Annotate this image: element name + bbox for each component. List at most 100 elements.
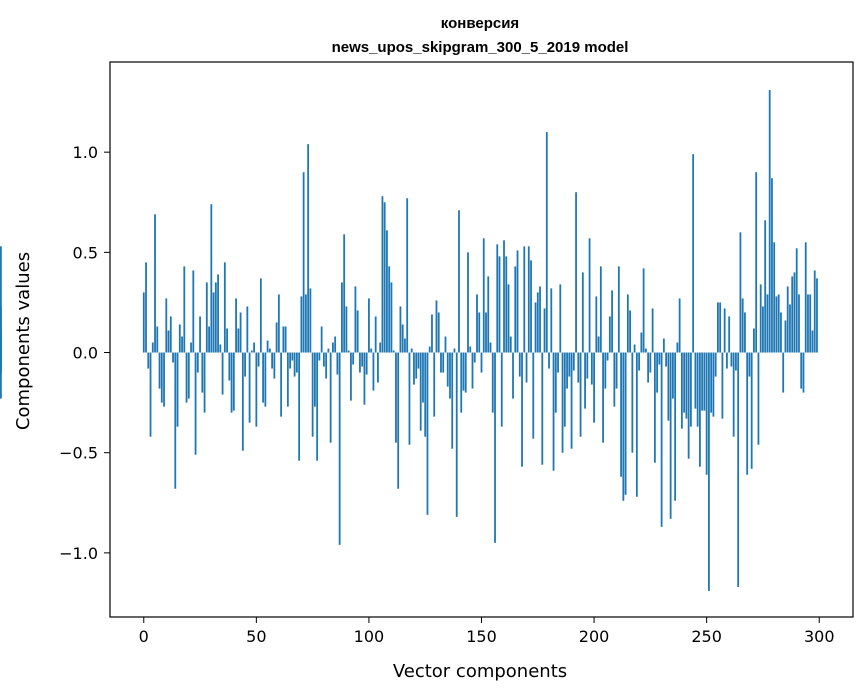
bar-85 — [334, 336, 337, 353]
bar-239 — [680, 352, 683, 429]
bar-14 — [174, 352, 177, 489]
bar-23 — [194, 352, 197, 455]
bar-261 — [730, 352, 733, 367]
bar-43 — [239, 312, 242, 353]
bar-16 — [178, 324, 181, 353]
bar-270 — [750, 352, 753, 469]
bar-206 — [606, 352, 609, 361]
bar-287 — [789, 304, 791, 353]
bar-163 — [509, 336, 512, 353]
bar-219 — [635, 352, 638, 497]
bar-255 — [717, 302, 719, 353]
bar-297 — [811, 330, 814, 353]
bar-226 — [651, 308, 654, 353]
bar-288 — [791, 276, 794, 353]
bar-10 — [165, 298, 168, 353]
bar-238 — [678, 298, 681, 353]
bar-186 — [561, 352, 564, 453]
bar-196 — [584, 352, 586, 409]
bar-131 — [437, 312, 440, 353]
bar-51 — [257, 352, 260, 367]
bar-191 — [572, 352, 575, 371]
bar-102 — [372, 352, 375, 391]
bar-194 — [579, 352, 582, 437]
bar-161 — [505, 256, 508, 353]
bar-293 — [802, 352, 805, 393]
bar-71 — [302, 172, 305, 353]
bar-276 — [764, 220, 767, 353]
bar-47 — [248, 352, 251, 423]
bar-229 — [658, 352, 661, 365]
bar-36 — [223, 262, 226, 353]
bar-237 — [676, 342, 679, 353]
y-tick-label: 0.5 — [73, 243, 98, 262]
bar-280 — [773, 242, 776, 353]
bar-139 — [455, 352, 458, 517]
bar-35 — [221, 352, 224, 395]
bar-265 — [739, 232, 742, 353]
bar-248 — [701, 352, 704, 411]
bar-88 — [341, 282, 343, 353]
x-tick-label: 150 — [466, 627, 497, 646]
bar-72 — [304, 294, 307, 353]
bar-39 — [230, 352, 233, 413]
bar-162 — [507, 284, 510, 353]
bar-73 — [307, 144, 310, 353]
bar-30 — [210, 204, 213, 353]
bar-211 — [617, 266, 620, 353]
bar-109 — [388, 266, 391, 353]
bar-92 — [350, 352, 352, 401]
bar-283 — [780, 312, 782, 353]
bar-82 — [327, 348, 330, 353]
bar-69 — [298, 352, 301, 461]
bar-31 — [212, 292, 215, 353]
bar-115 — [401, 324, 404, 353]
bar-167 — [518, 352, 521, 377]
bar-66 — [291, 352, 294, 361]
bar-101 — [370, 348, 373, 353]
bar-undefined — [0, 246, 2, 353]
bar-220 — [638, 352, 641, 371]
bar-267 — [744, 312, 746, 353]
bar-97 — [361, 352, 364, 367]
x-tick-label: 100 — [354, 627, 385, 646]
bar-11 — [167, 330, 170, 353]
bar-175 — [536, 292, 539, 353]
bar-168 — [521, 352, 523, 467]
bar-173 — [532, 352, 535, 439]
bar-117 — [406, 198, 409, 353]
bar-232 — [665, 352, 668, 367]
bar-74 — [309, 288, 312, 353]
bar-146 — [471, 352, 474, 389]
bar-169 — [523, 246, 526, 353]
bar-181 — [550, 288, 553, 353]
bars-group — [0, 90, 818, 591]
bar-170 — [525, 352, 528, 383]
bar-158 — [498, 256, 501, 353]
bar-124 — [422, 352, 424, 403]
bar-199 — [590, 352, 593, 385]
x-axis-ticks: 0 50 100 150 200 250 300 — [139, 617, 835, 646]
chart-title: конверсия — [441, 15, 519, 32]
bar-61 — [280, 352, 283, 417]
bar-59 — [275, 322, 278, 353]
bar-100 — [368, 298, 370, 353]
bar-296 — [809, 294, 812, 353]
bar-154 — [489, 342, 492, 353]
bar-244 — [692, 154, 695, 353]
bar-99 — [365, 352, 368, 375]
bar-144 — [467, 252, 469, 353]
bar-141 — [460, 352, 463, 413]
bar-28 — [205, 282, 208, 353]
bar-216 — [629, 310, 631, 353]
bar-89 — [343, 234, 346, 353]
bar-42 — [237, 328, 240, 353]
bar-132 — [440, 352, 442, 373]
bar-273 — [757, 352, 760, 445]
bar-6 — [156, 326, 159, 353]
bar-53 — [262, 352, 264, 403]
bar-118 — [408, 352, 411, 445]
bar-4 — [151, 342, 154, 353]
bar-151 — [482, 238, 485, 353]
bar-187 — [563, 352, 566, 427]
